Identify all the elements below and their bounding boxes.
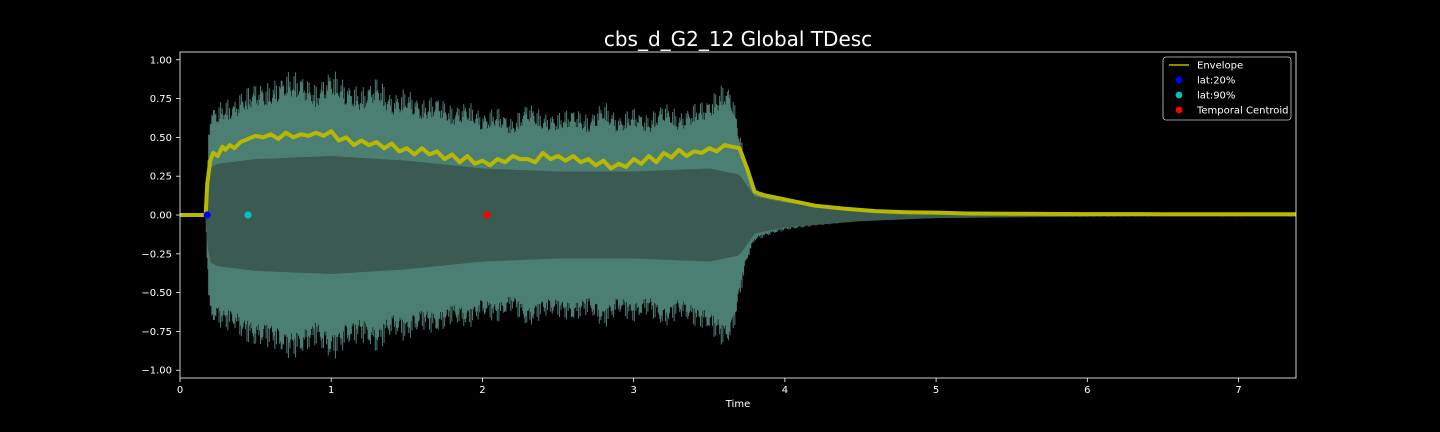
y-tick-label: −0.75	[141, 327, 172, 338]
x-tick-label: 5	[933, 385, 939, 396]
x-tick-label: 7	[1235, 385, 1241, 396]
axes: 0 1 2 3 4 5 6 7 1.00 0.75 0.50 0.25 0.00 −0.25 −0.50 −0…	[141, 51, 1297, 396]
y-tick-label: −0.25	[141, 249, 172, 260]
marker-lat-20	[203, 211, 211, 219]
plot-clip-group	[180, 71, 1296, 359]
waveform-inner	[180, 156, 1296, 274]
y-tick-label: 0.50	[150, 133, 172, 144]
x-tick-label: 2	[479, 385, 485, 396]
chart-title: cbs_d_G2_12 Global TDesc	[604, 27, 872, 51]
legend: Envelope lat:20% lat:90% Temporal Centroid	[1162, 56, 1292, 121]
x-tick-label: 0	[177, 385, 183, 396]
legend-label: lat:20%	[1197, 76, 1235, 87]
y-tick-label: −1.00	[141, 366, 172, 377]
legend-label: Temporal Centroid	[1196, 106, 1289, 117]
plot-area	[180, 71, 1296, 359]
legend-swatch-marker	[1175, 91, 1183, 99]
x-tick-label: 3	[630, 385, 636, 396]
x-tick-label: 4	[782, 385, 788, 396]
legend-label: lat:90%	[1197, 91, 1235, 102]
envelope-line	[180, 129, 1296, 217]
y-tick-label: 0.25	[150, 172, 172, 183]
y-tick-label: 0.75	[150, 94, 172, 105]
marker-temporal-centroid	[483, 211, 491, 219]
legend-label: Envelope	[1197, 61, 1243, 72]
legend-swatch-marker	[1175, 76, 1183, 84]
x-tick-label: 6	[1084, 385, 1090, 396]
legend-swatch-marker	[1175, 106, 1183, 114]
y-tick-label: 0.00	[150, 211, 172, 222]
x-axis-label: Time	[725, 399, 750, 410]
marker-lat-90	[244, 211, 252, 219]
legend-box	[1162, 56, 1292, 121]
y-tick-label: −0.50	[141, 288, 172, 299]
y-tick-label: 1.00	[150, 55, 172, 66]
x-tick-label: 1	[328, 385, 334, 396]
